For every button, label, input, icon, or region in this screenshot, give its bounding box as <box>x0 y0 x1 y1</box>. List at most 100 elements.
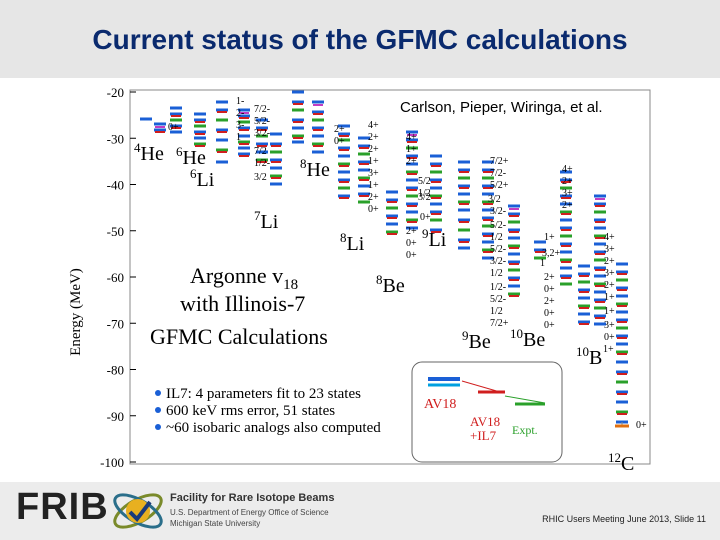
spin-label: 5/2- <box>490 294 506 305</box>
energy-levels <box>140 90 629 428</box>
spin-label: 1 <box>540 258 545 269</box>
y-axis-label: Energy (MeV) <box>68 268 84 356</box>
nuclide-mass: 9 <box>462 328 469 343</box>
spin-label: 1+ <box>604 306 615 317</box>
credit-text: Carlson, Pieper, Wiringa, et al. <box>400 99 603 116</box>
spin-label: 3/2 <box>488 194 501 205</box>
spin-label: 2+ <box>604 256 615 267</box>
spin-label: 1- <box>236 96 244 107</box>
nuclide-mass: 8 <box>340 230 347 245</box>
spin-label: 4+ <box>406 132 417 143</box>
nuclide-symbol: Be <box>469 331 491 353</box>
affiliation-line-1: U.S. Department of Energy Office of Scie… <box>170 508 329 517</box>
spin-label: 3+ <box>604 320 615 331</box>
spin-label: 0+ <box>406 250 417 261</box>
spin-parity-labels: 0+1-2-3-17/2-5/2-3/2-7/21/2-3/22+0+4+2+2… <box>168 96 647 431</box>
spin-label: 1+ <box>604 292 615 303</box>
nuclide-label: 8Be <box>376 272 405 297</box>
spin-label: 2+ <box>368 132 379 143</box>
spin-label: 3/2 <box>254 172 267 183</box>
nuclide-label: 6He <box>176 144 206 169</box>
spin-label: 2- <box>236 108 244 119</box>
nuclide-mass: 8 <box>376 272 383 287</box>
bullet-1: IL7: 4 parameters fit to 23 states <box>166 386 361 402</box>
spin-label: 7/2 <box>254 146 267 157</box>
nuclide-symbol: Li <box>197 169 215 191</box>
nuclide-mass: 6 <box>190 166 197 181</box>
spin-label: 4+ <box>604 232 615 243</box>
y-tick-label: -50 <box>107 224 124 239</box>
nuclide-symbol: B <box>589 347 602 369</box>
y-tick-label: -100 <box>100 455 124 470</box>
nuclide-symbol: He <box>141 143 164 165</box>
nuclide-label: 9Li <box>422 226 447 251</box>
y-tick-label: -40 <box>107 178 124 193</box>
nuclide-label: 7Li <box>254 208 279 233</box>
nuclide-symbol: Li <box>347 233 365 255</box>
energy-level-figure: Energy (MeV) -20 -30 -40 -50 -60 -70 -80 -90 -10… <box>68 85 651 475</box>
nuclide-label: 6Li <box>190 166 215 191</box>
nuclide-label: 8Li <box>340 230 365 255</box>
bullet-list: IL7: 4 parameters fit to 23 states 600 k… <box>155 386 381 436</box>
spin-label: 0+ <box>334 136 345 147</box>
spin-label: 7/2+ <box>490 156 509 167</box>
bullet-dot <box>155 407 161 413</box>
nuclide-symbol: Li <box>429 229 447 251</box>
nuclide-label: 10Be <box>510 326 545 351</box>
spin-label: 1+ <box>368 156 379 167</box>
nuclide-mass: 9 <box>422 226 429 241</box>
legend-expt: Expt. <box>512 423 538 437</box>
spin-label: 2+ <box>334 124 345 135</box>
legend-av18-il7-line2: +IL7 <box>470 428 497 443</box>
nuclide-label: 9Be <box>462 328 491 353</box>
legend-av18: AV18 <box>424 397 456 412</box>
spin-label: 5/2- <box>490 244 506 255</box>
spin-label: 7/2- <box>490 168 506 179</box>
y-tick-label: -70 <box>107 316 124 331</box>
nuclide-label: 12C <box>608 450 634 475</box>
legend-av18-il7-line1: AV18 <box>470 414 500 429</box>
spin-label: 2+ <box>368 192 379 203</box>
spin-label: 5/2+ <box>490 180 509 191</box>
legend-box <box>411 361 563 463</box>
frib-logo-text: FRIB <box>16 486 109 528</box>
method-line-2: with Illinois-7 <box>180 291 305 316</box>
spin-label: 1/2- <box>254 158 270 169</box>
legend-inset: AV18 AV18 +IL7 Expt. <box>411 361 563 463</box>
spin-label: 1+ <box>368 180 379 191</box>
nuclide-symbol: C <box>621 453 634 475</box>
spin-label: 3- <box>236 120 244 131</box>
y-tick-label: -30 <box>107 131 124 146</box>
spin-label: 5/2 <box>418 176 431 187</box>
nuclide-label: 4He <box>134 140 164 165</box>
spin-label: 1/2- <box>490 282 506 293</box>
spin-label: 1/2 <box>418 188 431 199</box>
y-tick-label: -20 <box>107 85 124 100</box>
spin-label: 0+ <box>420 212 431 223</box>
frib-atom-logo-icon <box>113 493 163 529</box>
nuclide-symbol: He <box>307 159 330 181</box>
nuclide-label: 8He <box>300 156 330 181</box>
method-line-1: Argonne v18 <box>190 263 298 293</box>
spin-label: 3+ <box>368 168 379 179</box>
spin-label: 0+ <box>636 420 647 431</box>
nuclide-symbol: Be <box>523 329 545 351</box>
nuclide-symbol: Li <box>261 211 279 233</box>
y-tick-label: -90 <box>107 409 124 424</box>
spin-label: 2+ <box>406 226 417 237</box>
slide-header <box>0 0 720 78</box>
method-line-3: GFMC Calculations <box>150 324 328 349</box>
spin-label: 0+ <box>544 320 555 331</box>
spin-label: 1/2 <box>490 268 503 279</box>
spin-label: 1/2 <box>490 306 503 317</box>
spin-label: 2+ <box>544 296 555 307</box>
bullet-dot <box>155 390 161 396</box>
nuclide-symbol: Be <box>383 275 405 297</box>
affiliation-line-2: Michigan State University <box>170 519 261 528</box>
spin-label: 1/2 <box>490 232 503 243</box>
nuclide-mass: 7 <box>254 208 261 223</box>
spin-label: 1+ <box>603 344 614 355</box>
spin-label: 7/2+ <box>490 318 509 329</box>
spin-label: 5/2- <box>490 220 506 231</box>
